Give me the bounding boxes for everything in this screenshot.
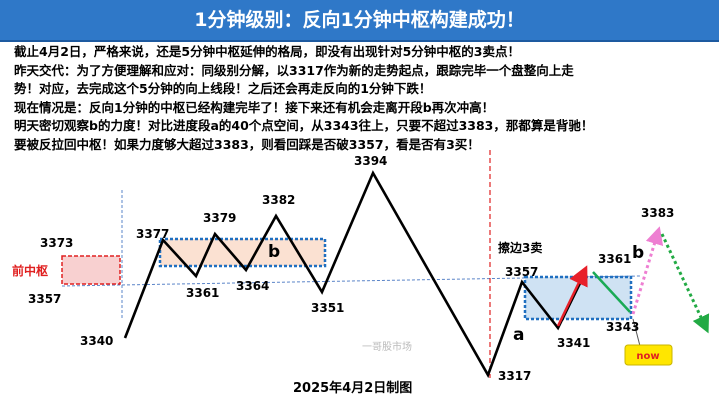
previous-hub-label: 前中枢 — [12, 263, 48, 278]
point-label-3343: 3343 — [606, 320, 639, 334]
note-line-2: 昨天交代：为了方便理解和应对：同级别分解，以3317作为新的走势起点，跟踪完毕一… — [14, 62, 574, 78]
point-label-3340: 3340 — [80, 334, 113, 348]
now-badge-text: now — [636, 351, 659, 362]
point-label-3357: 3357 — [505, 265, 538, 279]
point-label-3351: 3351 — [311, 301, 344, 315]
projected-fall-path — [660, 233, 710, 334]
analysis-notes: 截止4月2日，严格来说，还是5分钟中枢延伸的格局，即没有出现针对5分钟中枢的3卖… — [14, 43, 714, 154]
previous-hub-zone — [61, 255, 121, 285]
point-label-3361: 3361 — [186, 286, 219, 300]
point-label-3383: 3383 — [641, 206, 674, 220]
note-line-1: 截止4月2日，严格来说，还是5分钟中枢延伸的格局，即没有出现针对5分钟中枢的3卖… — [14, 44, 520, 59]
now-pointer — [632, 318, 641, 347]
point-label-3379: 3379 — [203, 211, 236, 225]
now-badge — [624, 344, 673, 366]
point-label-3382: 3382 — [262, 193, 295, 207]
point-label-3364: 3364 — [236, 279, 269, 293]
decline-segment — [592, 271, 631, 313]
page-title: 1分钟级别：反向1分钟中枢构建成功！ — [194, 9, 525, 31]
projected-rise-path — [631, 226, 664, 315]
segment-b-label: b — [632, 243, 644, 263]
zone-upper-label: 3373 — [40, 236, 73, 250]
note-line-4: 现在情况是：反向1分钟的中枢已经构建完毕了！接下来还有机会走离开段b再次冲高！ — [14, 99, 495, 115]
point-label-3317: 3317 — [498, 369, 531, 383]
title-bar: 1分钟级别：反向1分钟中枢构建成功！ — [0, 0, 719, 42]
point-label-3361-right: 3361 — [598, 252, 631, 266]
note-line-5: 明天密切观察b的力度！对比进度段a的40个点空间，从3343往上，只要不超过33… — [14, 118, 594, 133]
point-label-3377: 3377 — [136, 227, 169, 241]
point-label-3394: 3394 — [354, 154, 387, 168]
note-line-6: 要被反拉回中枢！如果力度够大超过3383，则看回踩是否破3357，看是否有3买！ — [14, 136, 480, 152]
note-line-3: 势！对应，去完成这个5分钟的向上线段！之后还会再走反向的1分钟下跌！ — [14, 81, 432, 96]
third-sell-label: 擦边3卖 — [498, 240, 542, 255]
date-caption: 2025年4月2日制图 — [293, 380, 412, 396]
segment-a-label: a — [513, 325, 524, 345]
segment-a-arrow — [556, 265, 588, 327]
hub-box-b-label: b — [268, 242, 280, 262]
price-path — [123, 170, 588, 379]
point-label-3341: 3341 — [557, 336, 590, 350]
watermark: 一哥股市场 — [362, 340, 412, 353]
zone-lower-label: 3357 — [28, 292, 61, 306]
